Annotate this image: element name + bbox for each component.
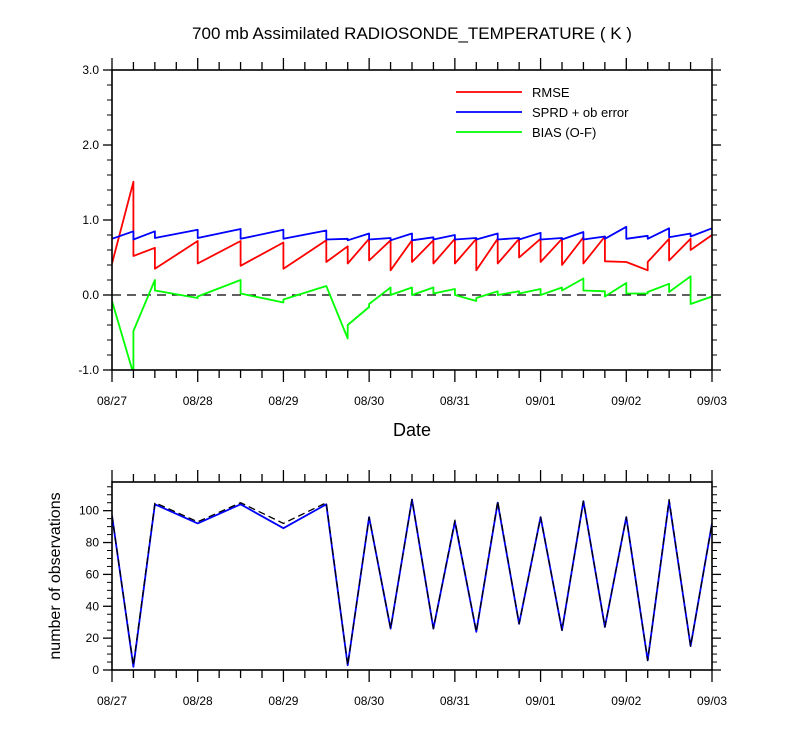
- y-tick-label: 80: [86, 536, 100, 550]
- bottom-panel: 0 20 40 60 80 100 08/27 08/28 08/29 08/30 08/31 09/…: [79, 470, 727, 708]
- x-tick-label: 08/27: [97, 694, 127, 708]
- x-tick-label: 08/27: [97, 394, 127, 408]
- x-tick-label: 08/31: [440, 394, 470, 408]
- x-tick-label: 09/01: [526, 694, 556, 708]
- x-tick-label: 08/28: [183, 694, 213, 708]
- x-axis-title: Date: [393, 420, 431, 440]
- y-tick-label: 60: [86, 567, 100, 581]
- x-tick-label: 08/29: [268, 394, 298, 408]
- x-tick-label: 08/31: [440, 694, 470, 708]
- y-tick-label: 2.0: [82, 138, 99, 152]
- top-ticks-group: -1.0 0.0 1.0 2.0 3.0 08/27 08/28 08/29 08/30 08/3…: [78, 58, 727, 408]
- x-tick-label: 08/30: [354, 694, 384, 708]
- legend-label-bias: BIAS (O-F): [532, 125, 596, 140]
- y-tick-label: 100: [79, 504, 99, 518]
- plot-area-0: [112, 180, 712, 370]
- top-plot-frame: [111, 69, 713, 371]
- bottom-plot-frame: [111, 481, 713, 671]
- series-line-bias-o-f: [112, 275, 712, 370]
- y-tick-label: 1.0: [82, 213, 99, 227]
- y-axis-title-observations: number of observations: [47, 492, 64, 659]
- x-tick-label: 09/02: [611, 394, 641, 408]
- x-tick-label: 08/29: [268, 694, 298, 708]
- bottom-ticks-group: 0 20 40 60 80 100 08/27 08/28 08/29 08/30 08/31 09/…: [79, 470, 727, 708]
- bottom-series-group: [112, 498, 712, 668]
- y-tick-label: -1.0: [78, 363, 99, 377]
- y-tick-label: 40: [86, 599, 100, 613]
- x-tick-label: 09/02: [611, 694, 641, 708]
- x-tick-label: 09/03: [697, 394, 727, 408]
- series-line-used-observations: [112, 498, 712, 668]
- top-series-group: [112, 180, 712, 370]
- y-tick-label: 3.0: [82, 63, 99, 77]
- plot-area-1: [112, 498, 712, 668]
- x-tick-label: 09/03: [697, 694, 727, 708]
- series-line-total-observations: [112, 498, 712, 666]
- legend-label-rmse: RMSE: [532, 85, 570, 100]
- x-tick-label: 09/01: [526, 394, 556, 408]
- series-line-rmse: [112, 180, 712, 272]
- y-tick-label: 0: [92, 663, 99, 677]
- y-tick-label: 20: [86, 631, 100, 645]
- x-tick-label: 08/30: [354, 394, 384, 408]
- legend: RMSE SPRD + ob error BIAS (O-F): [456, 85, 629, 140]
- chart-title: 700 mb Assimilated RADIOSONDE_TEMPERATUR…: [192, 24, 632, 43]
- y-tick-label: 0.0: [82, 288, 99, 302]
- x-tick-label: 08/28: [183, 394, 213, 408]
- top-panel: -1.0 0.0 1.0 2.0 3.0 08/27 08/28 08/29 08/30 08/3…: [78, 58, 727, 408]
- legend-label-sprd: SPRD + ob error: [532, 105, 629, 120]
- series-line-sprd-ob-error: [112, 225, 712, 242]
